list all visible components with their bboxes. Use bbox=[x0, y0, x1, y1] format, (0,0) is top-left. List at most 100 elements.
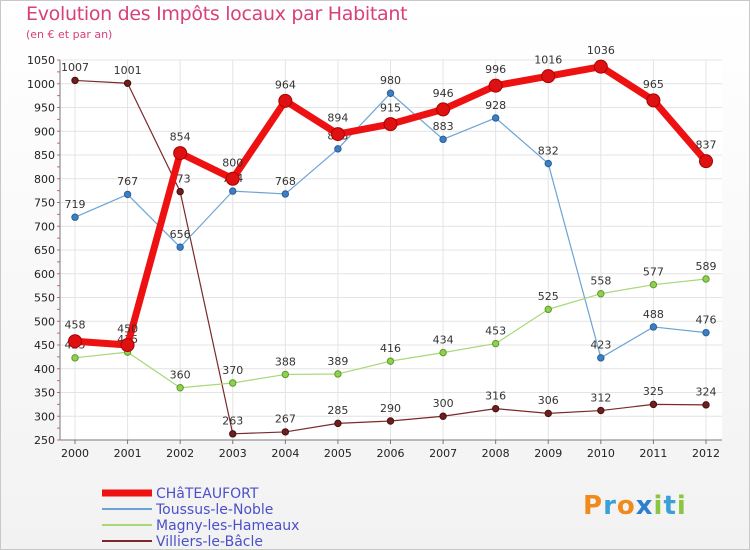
data-label-toussus: 832 bbox=[538, 144, 559, 157]
logo-letter: P bbox=[583, 491, 604, 521]
data-label-villiers: 325 bbox=[643, 385, 664, 398]
data-label-chateaufort: 1036 bbox=[587, 44, 615, 57]
y-tick-label: 350 bbox=[34, 387, 55, 400]
data-label-chateaufort: 800 bbox=[222, 156, 243, 169]
data-point-magny bbox=[281, 370, 290, 379]
y-tick-label: 250 bbox=[34, 434, 55, 447]
data-label-chateaufort: 965 bbox=[643, 78, 664, 91]
x-tick-label: 2001 bbox=[114, 447, 142, 460]
y-tick-label: 300 bbox=[34, 410, 55, 423]
data-point-villiers bbox=[123, 79, 132, 87]
data-label-magny: 434 bbox=[433, 333, 454, 346]
data-point-chateaufort bbox=[593, 59, 608, 74]
legend-label-villiers: Villiers-le-Bâcle bbox=[156, 534, 263, 550]
data-point-chateaufort bbox=[173, 146, 188, 161]
data-point-toussus bbox=[544, 159, 552, 168]
y-tick-label: 800 bbox=[34, 173, 55, 186]
data-point-chateaufort bbox=[278, 93, 293, 108]
x-tick-label: 2003 bbox=[219, 447, 247, 460]
data-point-villiers bbox=[281, 428, 290, 436]
data-point-chateaufort bbox=[330, 127, 345, 142]
data-point-magny bbox=[71, 354, 79, 362]
x-tick-label: 2006 bbox=[377, 447, 405, 460]
logo-letter: r bbox=[603, 491, 617, 521]
data-point-toussus bbox=[176, 243, 184, 251]
y-tick-label: 750 bbox=[34, 197, 55, 210]
data-point-toussus bbox=[491, 114, 500, 122]
x-tick-label: 2004 bbox=[271, 447, 299, 460]
data-point-magny bbox=[649, 280, 658, 289]
data-label-villiers: 267 bbox=[275, 413, 296, 426]
data-label-magny: 360 bbox=[170, 369, 191, 382]
data-point-chateaufort bbox=[68, 334, 82, 349]
data-label-villiers: 306 bbox=[538, 394, 559, 407]
data-point-magny bbox=[597, 290, 605, 298]
data-label-villiers: 316 bbox=[485, 389, 506, 402]
data-label-chateaufort: 854 bbox=[170, 131, 191, 144]
data-point-toussus bbox=[386, 89, 395, 97]
data-point-villiers bbox=[176, 187, 184, 196]
data-point-toussus bbox=[71, 213, 79, 221]
data-point-villiers bbox=[334, 419, 342, 428]
data-point-chateaufort bbox=[120, 338, 135, 352]
data-point-toussus bbox=[334, 145, 342, 153]
data-label-magny: 370 bbox=[222, 364, 243, 377]
data-label-toussus: 883 bbox=[433, 120, 454, 133]
logo-letter: t bbox=[663, 491, 677, 521]
data-point-magny bbox=[491, 339, 500, 348]
data-label-toussus: 719 bbox=[65, 198, 86, 211]
logo-letter: i bbox=[676, 491, 687, 521]
data-label-magny: 453 bbox=[485, 324, 506, 337]
data-label-magny: 416 bbox=[380, 342, 401, 355]
data-label-chateaufort: 996 bbox=[485, 63, 506, 76]
x-tick-label: 2002 bbox=[166, 447, 194, 460]
x-tick-label: 2005 bbox=[324, 447, 352, 460]
logo-letter: x bbox=[635, 491, 654, 521]
data-point-villiers bbox=[439, 412, 447, 420]
y-tick-label: 1050 bbox=[27, 54, 55, 67]
data-label-chateaufort: 458 bbox=[65, 319, 86, 332]
y-tick-label: 550 bbox=[34, 292, 55, 305]
data-label-toussus: 656 bbox=[170, 228, 191, 241]
data-label-magny: 577 bbox=[643, 265, 664, 278]
data-point-magny bbox=[702, 275, 710, 283]
x-tick-label: 2007 bbox=[429, 447, 457, 460]
data-label-toussus: 768 bbox=[275, 175, 296, 188]
data-point-chateaufort bbox=[646, 93, 661, 108]
legend-label-toussus: Toussus-le-Noble bbox=[155, 502, 273, 518]
data-label-villiers: 263 bbox=[222, 415, 243, 428]
data-label-magny: 389 bbox=[327, 355, 348, 368]
chart-title: Evolution des Impôts locaux par Habitant bbox=[26, 3, 408, 25]
y-tick-label: 450 bbox=[34, 339, 55, 352]
legend-label-magny: Magny-les-Hameaux bbox=[156, 518, 299, 534]
data-point-magny bbox=[334, 370, 342, 378]
data-label-chateaufort: 1016 bbox=[534, 54, 562, 67]
data-label-villiers: 290 bbox=[380, 402, 401, 415]
data-label-toussus: 423 bbox=[590, 339, 611, 352]
y-tick-label: 650 bbox=[34, 244, 55, 257]
y-tick-label: 600 bbox=[34, 268, 55, 281]
data-point-villiers bbox=[491, 404, 500, 413]
data-point-chateaufort bbox=[383, 117, 398, 132]
data-point-villiers bbox=[386, 417, 395, 425]
data-label-villiers: 312 bbox=[590, 391, 611, 404]
data-point-villiers bbox=[702, 401, 710, 409]
data-label-chateaufort: 450 bbox=[117, 323, 138, 336]
x-tick-label: 2000 bbox=[61, 447, 89, 460]
data-point-chateaufort bbox=[225, 171, 240, 186]
data-point-villiers bbox=[649, 400, 658, 409]
data-label-toussus: 928 bbox=[485, 99, 506, 112]
data-label-magny: 525 bbox=[538, 290, 559, 303]
data-point-toussus bbox=[597, 354, 605, 362]
data-label-chateaufort: 964 bbox=[275, 78, 296, 91]
data-label-villiers: 285 bbox=[327, 404, 348, 417]
x-tick-label: 2011 bbox=[639, 447, 667, 460]
y-tick-label: 850 bbox=[34, 149, 55, 162]
legend-label-chateaufort: CHâTEAUFORT bbox=[156, 486, 259, 502]
y-tick-label: 400 bbox=[34, 363, 55, 376]
chart-subtitle: (en € et par an) bbox=[26, 28, 113, 41]
data-point-chateaufort bbox=[436, 102, 451, 117]
data-point-chateaufort bbox=[541, 69, 556, 84]
data-label-toussus: 767 bbox=[117, 175, 138, 188]
